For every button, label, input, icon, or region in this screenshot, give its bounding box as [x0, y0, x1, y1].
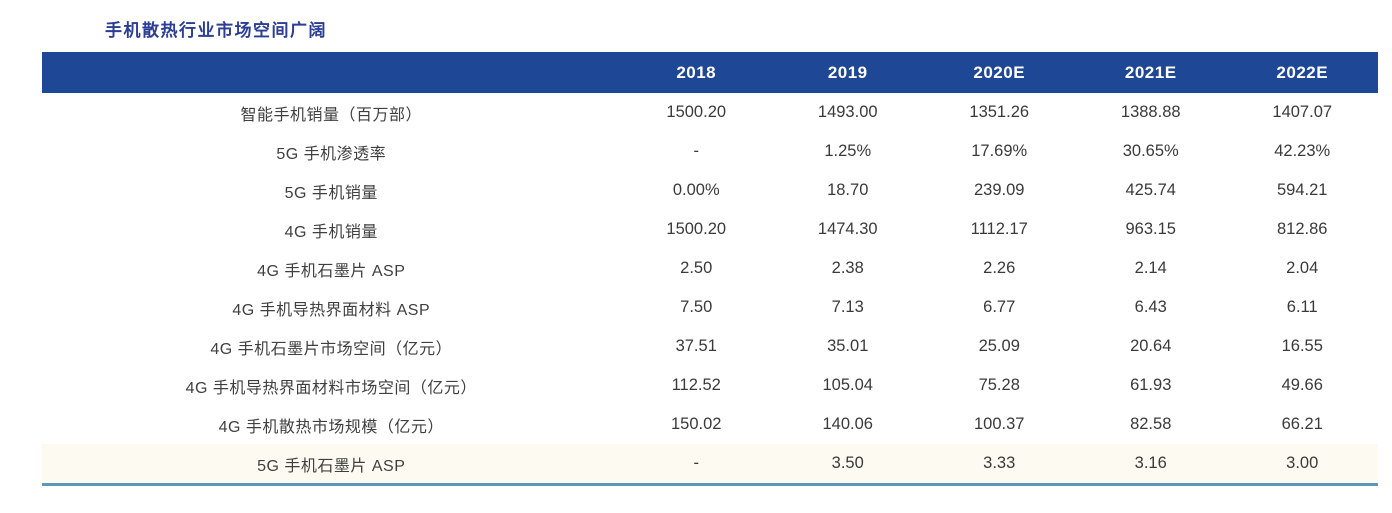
- value-cell: 1500.20: [666, 220, 727, 238]
- row-label: 4G 手机石墨片 ASP: [257, 262, 406, 280]
- value-cell: 1500.20: [666, 103, 727, 121]
- row-label: 4G 手机导热界面材料 ASP: [232, 301, 431, 319]
- value-cell: 1112.17: [970, 220, 1028, 238]
- value-cell: 1351.26: [969, 103, 1030, 121]
- year-header: 2022E: [1276, 62, 1329, 82]
- table-row: 5G 手机渗透率 - 1.25% 17.69% 30.65% 42.23%: [42, 132, 1378, 171]
- row-label: 5G 手机石墨片 ASP: [257, 457, 406, 475]
- value-cell: 16.55: [1281, 337, 1323, 355]
- row-label: 4G 手机散热市场规模（亿元）: [218, 418, 444, 436]
- value-cell: 3.33: [983, 454, 1016, 472]
- value-cell: 239.09: [974, 181, 1025, 199]
- value-cell: 100.37: [974, 415, 1025, 433]
- value-cell: 6.11: [1286, 298, 1318, 316]
- value-cell: -: [693, 454, 699, 472]
- table-row: 4G 手机销量 1500.20 1474.30 1112.17 963.15 812.86: [42, 210, 1378, 249]
- value-cell: 17.69%: [971, 142, 1028, 160]
- value-cell: 2.50: [680, 259, 713, 277]
- value-cell: 82.58: [1130, 415, 1172, 433]
- value-cell: 812.86: [1277, 220, 1328, 238]
- value-cell: -: [693, 142, 699, 160]
- value-cell: 963.15: [1125, 220, 1176, 238]
- market-table: 2018 2019 2020E 2021E 2022E 智能手机销量（百万部） 1500.…: [42, 52, 1378, 486]
- value-cell: 1493.00: [817, 103, 878, 121]
- value-cell: 20.64: [1130, 337, 1172, 355]
- row-label: 5G 手机渗透率: [276, 145, 387, 163]
- page-title: 手机散热行业市场空间广阔: [105, 21, 327, 40]
- table-row: 4G 手机导热界面材料 ASP 7.50 7.13 6.77 6.43 6.11: [42, 288, 1378, 327]
- table-row: 5G 手机销量 0.00% 18.70 239.09 425.74 594.21: [42, 171, 1378, 210]
- value-cell: 25.09: [978, 337, 1020, 355]
- value-cell: 150.02: [671, 415, 722, 433]
- value-cell: 3.50: [831, 454, 864, 472]
- table-header-row: 2018 2019 2020E 2021E 2022E: [42, 52, 1378, 93]
- value-cell: 61.93: [1130, 376, 1172, 394]
- row-label: 4G 手机导热界面材料市场空间（亿元）: [185, 379, 477, 397]
- value-cell: 30.65%: [1122, 142, 1179, 160]
- table-row: 4G 手机导热界面材料市场空间（亿元） 112.52 105.04 75.28 61.9…: [42, 366, 1378, 405]
- table-row: 智能手机销量（百万部） 1500.20 1493.00 1351.26 1388.88 1…: [42, 93, 1378, 132]
- row-label: 4G 手机石墨片市场空间（亿元）: [210, 340, 453, 358]
- value-cell: 6.77: [983, 298, 1016, 316]
- year-header: 2021E: [1124, 62, 1177, 82]
- value-cell: 1407.07: [1272, 103, 1333, 121]
- table-body: 智能手机销量（百万部） 1500.20 1493.00 1351.26 1388.88 1…: [42, 93, 1378, 483]
- table-row: 4G 手机石墨片市场空间（亿元） 37.51 35.01 25.09 20.64 16.5…: [42, 327, 1378, 366]
- year-header: 2020E: [973, 62, 1026, 82]
- row-label: 5G 手机销量: [284, 184, 378, 202]
- value-cell: 35.01: [827, 337, 869, 355]
- value-cell: 37.51: [675, 337, 717, 355]
- value-cell: 1.25%: [824, 142, 872, 160]
- table-row: 5G 手机石墨片 ASP - 3.50 3.33 3.16 3.00: [42, 444, 1378, 483]
- value-cell: 140.06: [822, 415, 873, 433]
- table-row: 4G 手机散热市场规模（亿元） 150.02 140.06 100.37 82.58 66…: [42, 405, 1378, 444]
- value-cell: 49.66: [1281, 376, 1323, 394]
- value-cell: 7.13: [831, 298, 864, 316]
- value-cell: 0.00%: [672, 181, 720, 199]
- value-cell: 425.74: [1125, 181, 1176, 199]
- value-cell: 1388.88: [1120, 103, 1181, 121]
- value-cell: 2.14: [1134, 259, 1167, 277]
- value-cell: 75.28: [978, 376, 1020, 394]
- value-cell: 3.00: [1286, 454, 1319, 472]
- value-cell: 7.50: [680, 298, 713, 316]
- value-cell: 2.04: [1286, 259, 1319, 277]
- year-header: 2018: [676, 62, 717, 82]
- row-label: 智能手机销量（百万部）: [240, 106, 422, 124]
- value-cell: 3.16: [1134, 454, 1167, 472]
- value-cell: 6.43: [1134, 298, 1167, 316]
- row-label: 4G 手机销量: [284, 223, 378, 241]
- value-cell: 66.21: [1281, 415, 1323, 433]
- value-cell: 112.52: [671, 376, 721, 394]
- value-cell: 594.21: [1277, 181, 1328, 199]
- year-header: 2019: [827, 62, 868, 82]
- value-cell: 42.23%: [1274, 142, 1331, 160]
- value-cell: 2.26: [983, 259, 1016, 277]
- value-cell: 18.70: [827, 181, 869, 199]
- value-cell: 1474.30: [817, 220, 878, 238]
- value-cell: 2.38: [831, 259, 864, 277]
- table-row: 4G 手机石墨片 ASP 2.50 2.38 2.26 2.14 2.04: [42, 249, 1378, 288]
- value-cell: 105.04: [822, 376, 873, 394]
